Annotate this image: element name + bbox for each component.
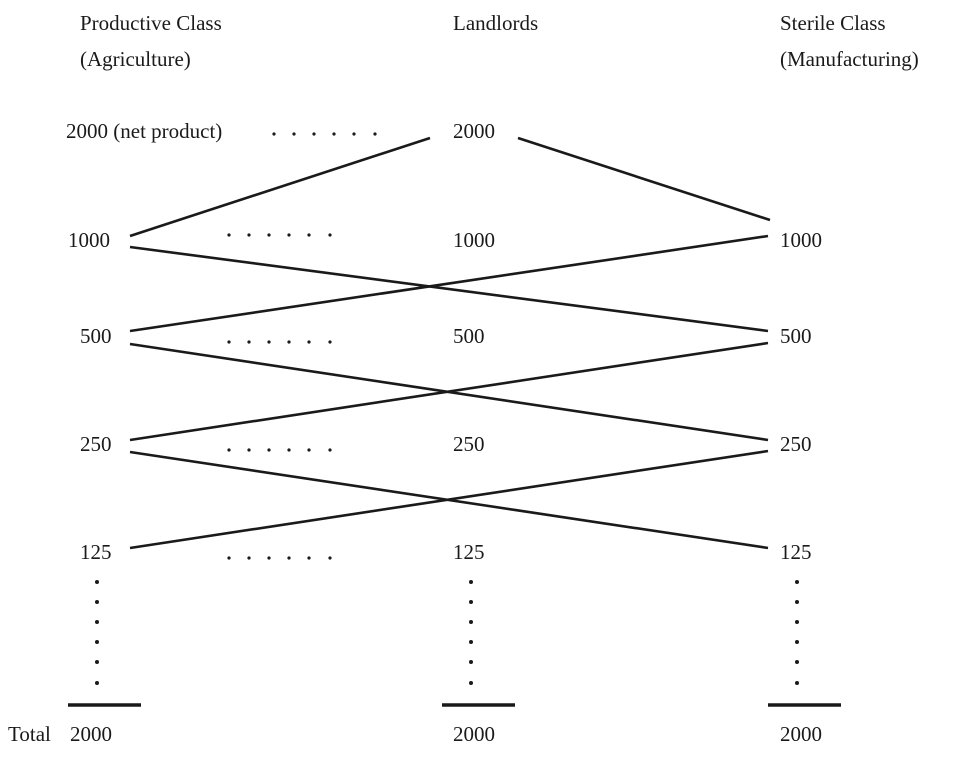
vertical-ellipsis bbox=[795, 580, 799, 685]
flow-line bbox=[129, 136, 431, 238]
sterile-class-subtitle: (Manufacturing) bbox=[780, 47, 919, 71]
sterile-class-title: Sterile Class bbox=[780, 11, 886, 35]
productive-class-subtitle: (Agriculture) bbox=[80, 47, 191, 71]
dotted-leader bbox=[272, 132, 377, 136]
landlords-value: 125 bbox=[453, 540, 485, 564]
dotted-leader bbox=[227, 233, 332, 237]
flow-line bbox=[129, 341, 769, 442]
vertical-ellipsis bbox=[469, 580, 473, 685]
flow-line bbox=[129, 234, 769, 333]
landlords-value: 500 bbox=[453, 324, 485, 348]
dotted-leader bbox=[227, 556, 332, 560]
flow-line bbox=[129, 449, 769, 550]
productive-value: 125 bbox=[80, 540, 112, 564]
dotted-leader bbox=[227, 448, 332, 452]
sterile-value: 125 bbox=[780, 540, 812, 564]
flow-line bbox=[517, 136, 771, 222]
landlords-title: Landlords bbox=[453, 11, 539, 35]
productive-total: 2000 bbox=[70, 722, 112, 746]
flow-line bbox=[129, 245, 769, 333]
landlords-value: 250 bbox=[453, 432, 485, 456]
sterile-total: 2000 bbox=[780, 722, 822, 746]
total-label: Total bbox=[8, 722, 51, 746]
landlords-total: 2000 bbox=[453, 722, 495, 746]
vertical-ellipsis bbox=[95, 580, 99, 685]
sterile-value: 500 bbox=[780, 324, 812, 348]
productive-class-title: Productive Class bbox=[80, 11, 222, 35]
productive-value: 250 bbox=[80, 432, 112, 456]
productive-value: 2000 (net product) bbox=[66, 119, 223, 143]
landlords-value: 1000 bbox=[453, 228, 495, 252]
productive-value: 500 bbox=[80, 324, 112, 348]
landlords-value: 2000 bbox=[453, 119, 495, 143]
dotted-leader bbox=[227, 340, 332, 344]
productive-value: 1000 bbox=[68, 228, 110, 252]
sterile-value: 250 bbox=[780, 432, 812, 456]
sterile-value: 1000 bbox=[780, 228, 822, 252]
